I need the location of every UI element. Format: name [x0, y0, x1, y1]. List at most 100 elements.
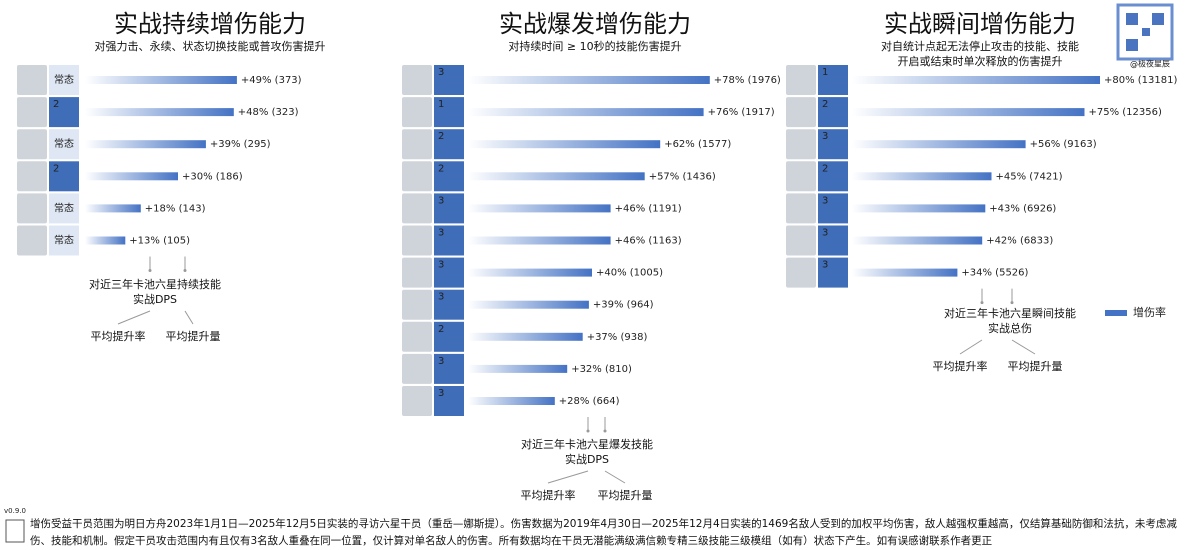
chart-subtitle: 对自统计点起无法停止攻击的技能、技能 开启或结束时单次释放的伤害提升	[881, 40, 1079, 68]
skill-label: 3	[822, 195, 828, 206]
skill-label: 3	[822, 260, 828, 271]
annotation: 平均提升量	[1007, 360, 1063, 373]
bar	[468, 332, 583, 341]
skill-icon	[434, 161, 464, 192]
skill-icon	[434, 225, 464, 256]
skill-icon	[818, 161, 848, 192]
bar	[852, 172, 992, 181]
value-label: +57% (1436)	[649, 171, 716, 182]
version: v0.9.0	[4, 507, 26, 515]
bar	[852, 76, 1100, 84]
skill-icon	[434, 386, 464, 416]
value-label: +78% (1976)	[714, 75, 781, 86]
portrait	[786, 161, 816, 192]
portrait	[402, 257, 432, 288]
value-label: +80% (13181)	[1104, 75, 1177, 86]
skill-label: 2	[438, 324, 444, 335]
annotation: 平均提升率	[520, 489, 576, 502]
portrait	[17, 161, 47, 192]
annotation: 对近三年卡池六星瞬间技能 实战总伤	[944, 307, 1076, 335]
bar	[852, 236, 983, 245]
qr-code	[1126, 13, 1138, 25]
bar	[468, 364, 568, 373]
annotation: 平均提升量	[597, 489, 653, 502]
bar	[85, 204, 141, 213]
skill-label: 常态	[54, 234, 74, 247]
portrait	[402, 129, 432, 160]
value-label: +49% (373)	[241, 75, 302, 86]
portrait	[402, 321, 432, 352]
portrait	[786, 225, 816, 256]
portrait	[17, 65, 47, 95]
annotation: 平均提升率	[90, 330, 146, 343]
skill-label: 2	[438, 131, 444, 142]
bar	[852, 204, 986, 213]
chart-subtitle: 对强力击、永续、状态切换技能或普攻伤害提升	[94, 40, 326, 53]
skill-label: 常态	[54, 73, 74, 86]
portrait	[17, 225, 47, 256]
skill-icon	[434, 289, 464, 320]
skill-icon	[49, 193, 79, 224]
value-label: +34% (5526)	[961, 268, 1028, 279]
connector	[604, 470, 626, 484]
skill-label: 常态	[54, 137, 74, 150]
skill-icon	[434, 65, 464, 95]
portrait	[402, 97, 432, 128]
bar	[85, 108, 234, 117]
portrait	[786, 65, 816, 95]
portrait	[402, 289, 432, 320]
legend-swatch	[1105, 310, 1127, 316]
connector-dot	[603, 429, 607, 433]
skill-label: 1	[822, 67, 828, 78]
bar	[852, 108, 1085, 117]
skill-icon	[434, 257, 464, 288]
chart-subtitle: 对持续时间 ≥ 10秒的技能伤害提升	[508, 40, 682, 53]
qr-code	[1152, 13, 1164, 25]
qr-code	[1126, 39, 1138, 51]
connector-dot	[148, 269, 152, 272]
skill-label: 常态	[54, 201, 74, 214]
annotation: 对近三年卡池六星持续技能 实战DPS	[89, 278, 221, 306]
skill-label: 2	[53, 163, 59, 174]
skill-label: 3	[438, 67, 444, 78]
skill-label: 3	[822, 131, 828, 142]
value-label: +43% (6926)	[989, 203, 1056, 214]
bar	[468, 76, 710, 84]
skill-label: 3	[438, 292, 444, 303]
chart-title: 实战爆发增伤能力	[499, 10, 691, 38]
skill-icon	[434, 193, 464, 224]
annotation: 对近三年卡池六星爆发技能 实战DPS	[521, 438, 653, 466]
skill-label: 3	[438, 228, 444, 239]
logo	[5, 519, 25, 543]
bar	[468, 300, 589, 309]
bar	[85, 140, 206, 149]
value-label: +48% (323)	[238, 107, 299, 118]
bar	[468, 108, 704, 117]
chart-title: 实战瞬间增伤能力	[884, 10, 1076, 38]
value-label: +76% (1917)	[708, 107, 775, 118]
value-label: +62% (1577)	[664, 139, 731, 150]
skill-icon	[818, 193, 848, 224]
skill-label: 1	[438, 99, 444, 110]
bar	[468, 268, 592, 277]
skill-icon	[818, 257, 848, 288]
bar	[468, 204, 611, 213]
skill-label: 2	[53, 99, 59, 110]
value-label: +46% (1163)	[615, 236, 682, 247]
value-label: +37% (938)	[587, 332, 648, 343]
bar	[85, 172, 178, 181]
skill-icon	[818, 225, 848, 256]
skill-icon	[49, 97, 79, 128]
value-label: +42% (6833)	[986, 236, 1053, 247]
portrait	[786, 193, 816, 224]
value-label: +18% (143)	[145, 203, 206, 214]
portrait	[17, 193, 47, 224]
connector-dot	[980, 301, 984, 305]
skill-label: 3	[438, 388, 444, 399]
portrait	[17, 129, 47, 160]
skill-label: 3	[438, 356, 444, 367]
bar	[468, 397, 555, 405]
portrait	[402, 386, 432, 416]
skill-icon	[818, 129, 848, 160]
